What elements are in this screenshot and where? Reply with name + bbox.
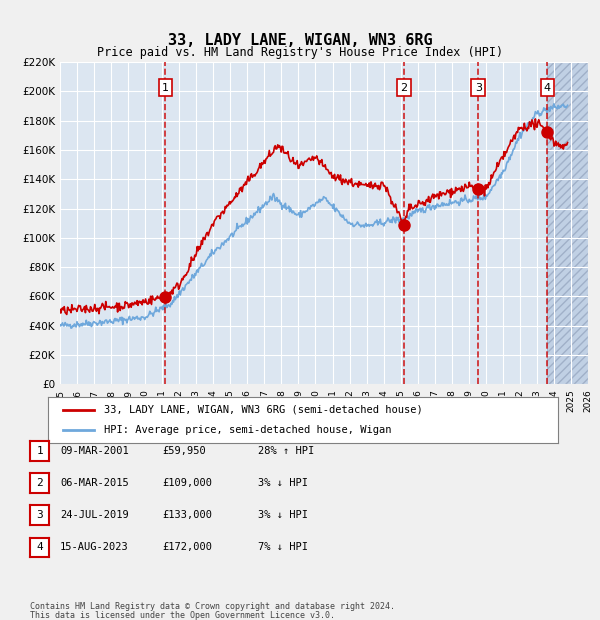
Text: 33, LADY LANE, WIGAN, WN3 6RG: 33, LADY LANE, WIGAN, WN3 6RG xyxy=(167,33,433,48)
Text: 2: 2 xyxy=(36,478,43,488)
Text: 33, LADY LANE, WIGAN, WN3 6RG (semi-detached house): 33, LADY LANE, WIGAN, WN3 6RG (semi-deta… xyxy=(104,405,423,415)
Text: 3: 3 xyxy=(36,510,43,520)
Text: 06-MAR-2015: 06-MAR-2015 xyxy=(60,478,129,488)
Text: 09-MAR-2001: 09-MAR-2001 xyxy=(60,446,129,456)
Text: 1: 1 xyxy=(36,446,43,456)
Text: This data is licensed under the Open Government Licence v3.0.: This data is licensed under the Open Gov… xyxy=(30,611,335,619)
Text: Contains HM Land Registry data © Crown copyright and database right 2024.: Contains HM Land Registry data © Crown c… xyxy=(30,602,395,611)
Text: Price paid vs. HM Land Registry's House Price Index (HPI): Price paid vs. HM Land Registry's House … xyxy=(97,46,503,59)
Bar xyxy=(547,62,588,384)
Text: 2: 2 xyxy=(400,83,407,93)
Text: £172,000: £172,000 xyxy=(162,542,212,552)
Text: 4: 4 xyxy=(36,542,43,552)
Text: 3% ↓ HPI: 3% ↓ HPI xyxy=(258,478,308,488)
Text: 1: 1 xyxy=(162,83,169,93)
Text: 28% ↑ HPI: 28% ↑ HPI xyxy=(258,446,314,456)
Bar xyxy=(547,62,588,384)
Text: 15-AUG-2023: 15-AUG-2023 xyxy=(60,542,129,552)
Text: 24-JUL-2019: 24-JUL-2019 xyxy=(60,510,129,520)
Text: 4: 4 xyxy=(544,83,551,93)
Text: 7% ↓ HPI: 7% ↓ HPI xyxy=(258,542,308,552)
Text: 3% ↓ HPI: 3% ↓ HPI xyxy=(258,510,308,520)
Text: £133,000: £133,000 xyxy=(162,510,212,520)
Text: 3: 3 xyxy=(475,83,482,93)
Text: £109,000: £109,000 xyxy=(162,478,212,488)
Text: £59,950: £59,950 xyxy=(162,446,206,456)
Text: HPI: Average price, semi-detached house, Wigan: HPI: Average price, semi-detached house,… xyxy=(104,425,392,435)
